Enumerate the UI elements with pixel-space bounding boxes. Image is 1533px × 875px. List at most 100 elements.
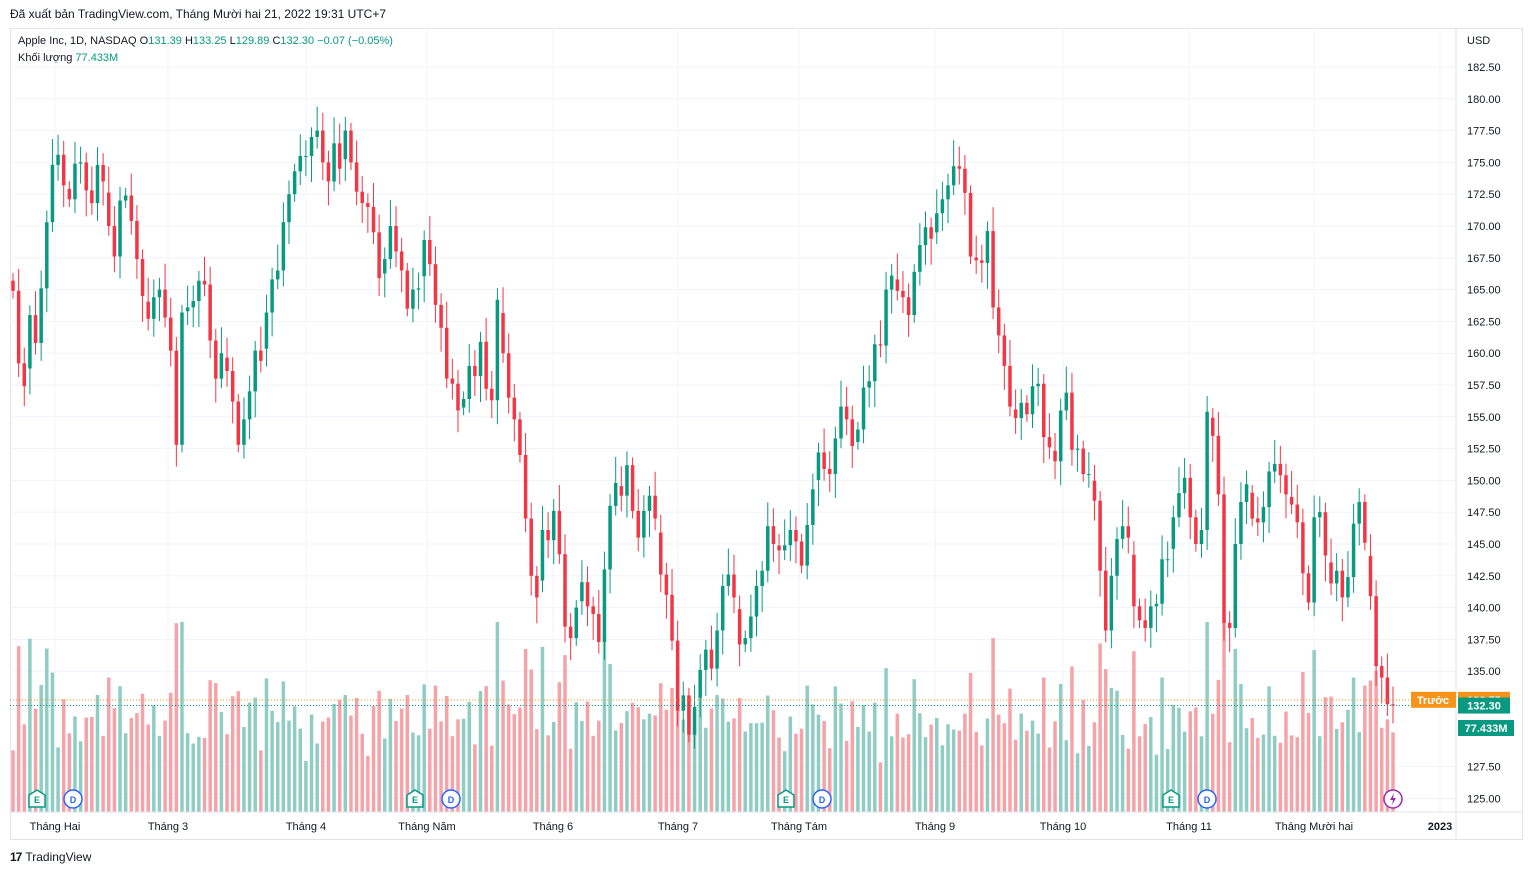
volume-bar bbox=[478, 691, 483, 812]
candle-body bbox=[456, 383, 460, 411]
candle-body bbox=[450, 378, 455, 384]
candle-body bbox=[816, 452, 821, 481]
volume-bar bbox=[411, 732, 415, 812]
volume-bar bbox=[16, 646, 21, 812]
candle-body bbox=[1379, 666, 1384, 678]
volume-bar bbox=[1306, 712, 1311, 812]
volume-bar bbox=[1250, 718, 1254, 812]
volume-bar bbox=[444, 696, 449, 812]
volume-bar bbox=[642, 719, 646, 812]
candle-body bbox=[1182, 477, 1187, 494]
candle-body bbox=[1318, 512, 1322, 518]
volume-bar bbox=[692, 726, 697, 812]
candle-body bbox=[1070, 392, 1074, 450]
volume-bar bbox=[929, 724, 933, 812]
candle-body bbox=[259, 350, 263, 361]
volume-bar bbox=[737, 698, 742, 812]
volume-bar bbox=[591, 735, 595, 812]
volume-bar bbox=[1329, 696, 1333, 812]
volume-bar bbox=[766, 695, 770, 812]
candle-body bbox=[1126, 526, 1131, 538]
candle-body bbox=[360, 191, 364, 204]
tradingview-logo[interactable]: 17 TradingView bbox=[10, 850, 91, 864]
volume-bar bbox=[309, 714, 314, 812]
time-tick-label: Tháng 11 bbox=[1166, 821, 1212, 833]
volume-bar bbox=[613, 730, 618, 812]
volume-bar bbox=[884, 668, 888, 812]
volume-bar bbox=[991, 638, 995, 812]
volume-bar bbox=[709, 708, 714, 812]
candle-body bbox=[630, 465, 635, 511]
volume-bar bbox=[974, 731, 978, 812]
dividend-icon-letter: D bbox=[448, 795, 455, 805]
candle-body bbox=[90, 190, 94, 204]
candle-body bbox=[692, 706, 697, 735]
price-lines bbox=[10, 699, 1456, 707]
candle-body bbox=[788, 530, 793, 546]
candle-body bbox=[602, 569, 607, 642]
candle-body bbox=[951, 166, 956, 186]
volume-bar bbox=[720, 698, 725, 812]
volume-bar bbox=[1103, 669, 1108, 812]
candle-body bbox=[202, 280, 207, 285]
candle-body bbox=[1109, 575, 1114, 631]
chart-frame[interactable] bbox=[10, 28, 1523, 840]
candle-body bbox=[501, 313, 505, 354]
candle-body bbox=[1295, 504, 1299, 523]
volume-bar bbox=[321, 721, 325, 812]
price-tick-label: 157.50 bbox=[1467, 380, 1501, 392]
dividend-icon bbox=[812, 789, 832, 809]
volume-bar bbox=[782, 751, 787, 812]
candle-body bbox=[422, 239, 426, 277]
volume-bar bbox=[827, 748, 832, 812]
price-tick-label: 145.00 bbox=[1467, 539, 1501, 551]
price-tick-label: 140.00 bbox=[1467, 603, 1501, 615]
volume-bar bbox=[208, 680, 212, 812]
candle-body bbox=[1058, 410, 1063, 462]
candle-body bbox=[546, 530, 550, 541]
volume-bar bbox=[388, 698, 393, 812]
candle-body bbox=[39, 288, 43, 344]
candle-body bbox=[281, 222, 286, 271]
volume-bar bbox=[535, 729, 539, 812]
candle-body bbox=[946, 185, 950, 200]
volume-bar bbox=[523, 649, 528, 812]
candle-body bbox=[50, 164, 55, 223]
volume-bar bbox=[1374, 670, 1378, 812]
volume-bar bbox=[1143, 723, 1147, 812]
candle-body bbox=[1284, 475, 1288, 495]
earnings-icon-letter: E bbox=[783, 795, 789, 805]
candle-body bbox=[1306, 573, 1311, 603]
candle-body bbox=[1323, 512, 1328, 556]
candle-body bbox=[754, 585, 759, 617]
volume-bar bbox=[906, 734, 911, 812]
candle-body bbox=[1363, 502, 1367, 543]
ohlc-legend: Apple Inc, 1D, NASDAQ O131.39 H133.25 L1… bbox=[18, 35, 393, 47]
candle-body bbox=[168, 317, 173, 351]
volume-bar bbox=[1318, 736, 1322, 812]
volume-bar bbox=[1368, 680, 1373, 812]
candle-body bbox=[399, 251, 404, 271]
earnings-icon bbox=[1162, 789, 1180, 808]
volume-bar bbox=[264, 678, 269, 812]
volume-bar bbox=[1272, 735, 1277, 812]
volume-bar bbox=[467, 701, 471, 812]
close-value: 132.30 bbox=[280, 35, 315, 47]
candle-body bbox=[1098, 500, 1102, 571]
volume-bar bbox=[1244, 728, 1249, 812]
dividend-icon bbox=[1197, 789, 1217, 809]
volume-bar bbox=[1340, 722, 1345, 812]
candle-body bbox=[112, 226, 117, 257]
candle-body bbox=[444, 327, 449, 379]
price-tick-label: 135.00 bbox=[1467, 666, 1501, 678]
volume-bar bbox=[1019, 713, 1023, 812]
volume-bar bbox=[163, 720, 167, 812]
candle-body bbox=[247, 391, 252, 420]
dividend-icon-letter: D bbox=[1204, 795, 1211, 805]
time-tick-label: Tháng Tám bbox=[771, 821, 827, 833]
volume-bar bbox=[816, 714, 821, 812]
volume-bar bbox=[923, 737, 928, 812]
candle-body bbox=[698, 669, 702, 698]
candle-body bbox=[33, 315, 38, 344]
